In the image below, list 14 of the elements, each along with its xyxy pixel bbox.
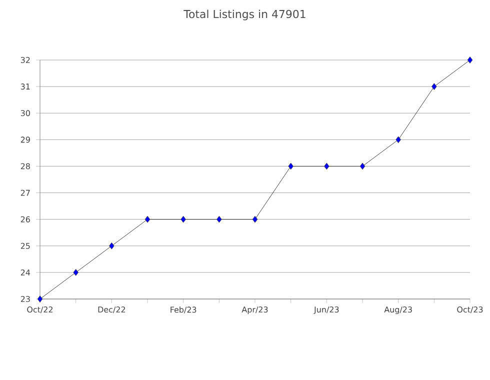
point xyxy=(467,56,473,64)
point xyxy=(216,216,222,223)
point xyxy=(73,269,78,276)
point xyxy=(252,216,258,223)
point xyxy=(360,162,366,170)
point xyxy=(396,136,401,144)
point xyxy=(288,162,294,170)
chart-title: Total Listings in 47901 xyxy=(184,10,306,20)
point xyxy=(109,242,114,250)
point xyxy=(180,216,186,223)
point xyxy=(324,162,330,170)
point xyxy=(432,83,437,90)
point xyxy=(144,216,150,223)
point xyxy=(37,296,43,302)
